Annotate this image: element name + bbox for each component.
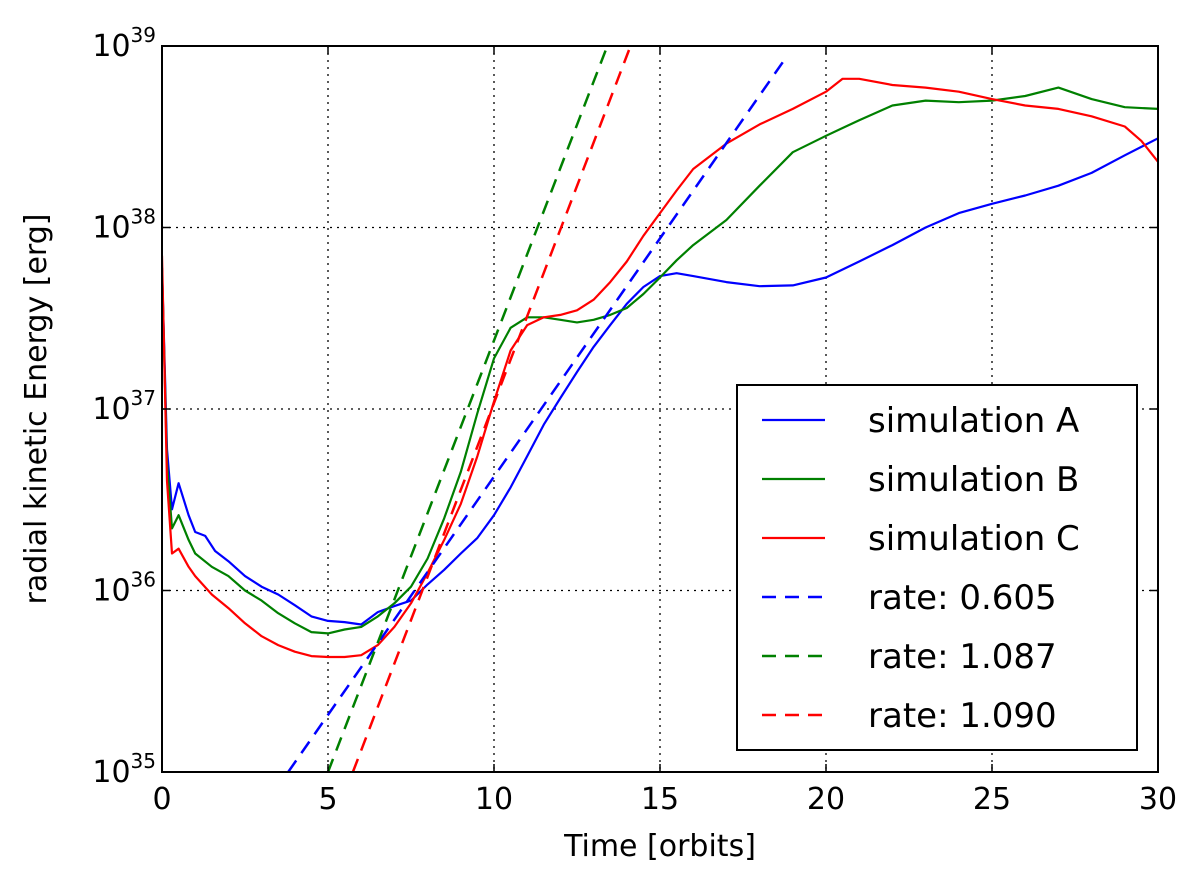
legend-label-5: rate: 1.087 bbox=[868, 637, 1057, 677]
x-axis-label: Time [orbits] bbox=[563, 829, 756, 864]
legend-label-4: rate: 0.605 bbox=[868, 578, 1057, 618]
y-tick-base: 10 bbox=[92, 574, 130, 609]
legend-label-2: simulation B bbox=[868, 460, 1079, 500]
y-tick-exponent: 39 bbox=[131, 23, 156, 47]
y-tick-base: 10 bbox=[92, 211, 130, 246]
y-tick-exponent: 37 bbox=[131, 386, 156, 410]
series-lines bbox=[162, 46, 1158, 772]
y-tick-base: 10 bbox=[92, 392, 130, 427]
y-tick-exponent: 38 bbox=[131, 205, 156, 229]
series-line-6 bbox=[351, 46, 632, 772]
series-line-2 bbox=[162, 86, 1158, 635]
x-tick-label: 25 bbox=[973, 782, 1011, 817]
x-tick-label: 15 bbox=[641, 782, 679, 817]
series-line-1 bbox=[162, 137, 1158, 626]
y-tick-label: 1037 bbox=[92, 386, 156, 427]
y-tick-label: 1036 bbox=[92, 568, 156, 609]
x-tick-label: 0 bbox=[152, 782, 171, 817]
x-tick-label: 10 bbox=[475, 782, 513, 817]
series-line-3 bbox=[162, 77, 1158, 659]
legend-label-3: simulation C bbox=[868, 519, 1080, 559]
x-tick-label: 30 bbox=[1139, 782, 1177, 817]
x-tick-label: 20 bbox=[807, 782, 845, 817]
y-tick-exponent: 35 bbox=[131, 749, 156, 773]
y-axis-label: radial kinetic Energy [erg] bbox=[19, 214, 54, 605]
legend: simulation A simulation B simulation C rate… bbox=[736, 384, 1138, 751]
y-tick-base: 10 bbox=[92, 755, 130, 790]
series-line-4 bbox=[287, 58, 786, 772]
legend-label-1: simulation A bbox=[868, 401, 1079, 441]
y-tick-label: 1039 bbox=[92, 23, 156, 64]
x-tick-label: 5 bbox=[318, 782, 337, 817]
series-line-5 bbox=[326, 46, 609, 772]
y-tick-exponent: 36 bbox=[131, 568, 156, 592]
y-tick-base: 10 bbox=[92, 29, 130, 64]
y-tick-label: 1035 bbox=[92, 749, 156, 790]
y-tick-label: 1038 bbox=[92, 205, 156, 246]
legend-label-6: rate: 1.090 bbox=[868, 696, 1057, 736]
grid-lines bbox=[162, 46, 1158, 772]
legend-frame bbox=[736, 384, 1138, 751]
